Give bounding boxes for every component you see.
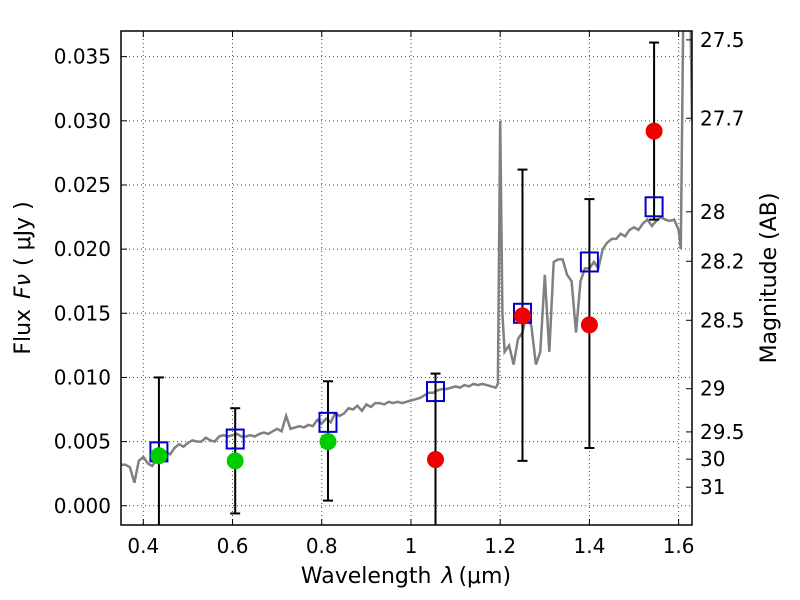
gridlines bbox=[121, 31, 692, 525]
y-axis-symbol: Fν bbox=[11, 274, 36, 299]
model-square-marker bbox=[318, 411, 338, 433]
x-tick-label: 0.8 bbox=[306, 534, 338, 558]
model-square-marker bbox=[225, 428, 245, 450]
plot-frame bbox=[120, 30, 693, 526]
errorbar-layer bbox=[153, 41, 660, 525]
y2-tick-label: 28 bbox=[700, 200, 725, 224]
y-tick-label: 0.030 bbox=[54, 109, 111, 133]
y2-tick-label: 29 bbox=[700, 377, 725, 401]
x-axis-title: Wavelength λ (μm) bbox=[301, 564, 511, 589]
data-circle-marker bbox=[226, 452, 244, 470]
y2-tick-label: 29.5 bbox=[700, 420, 745, 444]
x-tick-label: 0.6 bbox=[217, 534, 249, 558]
y-tick-label: 0.010 bbox=[54, 365, 111, 389]
x-tick-label: 1.2 bbox=[484, 534, 516, 558]
data-circle-marker bbox=[513, 307, 531, 325]
y2-tick-label: 31 bbox=[700, 475, 725, 499]
spectrum-line bbox=[121, 31, 692, 484]
data-circle-marker bbox=[150, 447, 168, 465]
x-axis-unit: (μm) bbox=[458, 564, 511, 589]
x-tick-label: 1.4 bbox=[573, 534, 605, 558]
y2-tick-label: 30 bbox=[700, 447, 725, 471]
x-axis-label: Wavelength bbox=[301, 564, 432, 589]
y-axis-label: Flux bbox=[11, 309, 36, 355]
data-circle-marker bbox=[645, 122, 663, 140]
model-square-marker bbox=[579, 251, 599, 273]
y-tick-label: 0.005 bbox=[54, 430, 111, 454]
spectrum-layer bbox=[121, 31, 692, 484]
model-square-marker bbox=[644, 196, 664, 218]
y-tick-label: 0.025 bbox=[54, 173, 111, 197]
x-tick-label: 1 bbox=[405, 534, 418, 558]
y-tick-label: 0.020 bbox=[54, 237, 111, 261]
model-square-marker bbox=[425, 381, 445, 403]
x-tick-label: 1.6 bbox=[663, 534, 695, 558]
y-axis-unit: ( μJy ) bbox=[11, 201, 36, 266]
y2-tick-label: 27.7 bbox=[700, 106, 745, 130]
y2-tick-label: 28.2 bbox=[700, 249, 745, 273]
y2-axis-title: Magnitude (AB) bbox=[757, 193, 782, 364]
data-circle-marker bbox=[580, 316, 598, 334]
y2-tick-label: 27.5 bbox=[700, 28, 745, 52]
y2-tick-label: 28.5 bbox=[700, 308, 745, 332]
tick-layer: 0.4 0.6 0.8 1 1.2 1.4 1.6 0.000 0.005 0.010 0.015 0… bbox=[54, 28, 745, 558]
data-circle-marker bbox=[426, 451, 444, 469]
y-axis-title: Flux Fν ( μJy ) bbox=[11, 201, 36, 354]
y-tick-label: 0.000 bbox=[54, 494, 111, 518]
marker-layer bbox=[149, 122, 664, 470]
y-tick-label: 0.035 bbox=[54, 45, 111, 69]
x-axis-symbol: λ bbox=[440, 564, 454, 589]
data-circle-marker bbox=[319, 433, 337, 451]
x-tick-label: 0.4 bbox=[127, 534, 159, 558]
y-tick-label: 0.015 bbox=[54, 301, 111, 325]
